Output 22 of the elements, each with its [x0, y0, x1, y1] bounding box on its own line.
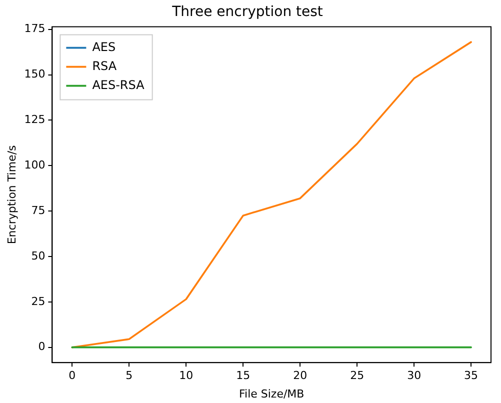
- y-tick-label: 25: [31, 294, 46, 308]
- x-axis-title: File Size/MB: [238, 387, 304, 400]
- x-tick-label: 0: [68, 369, 76, 382]
- x-tick-label: 10: [179, 369, 194, 382]
- y-axis-title: Encryption Time/s: [5, 144, 18, 244]
- y-tick-label: 100: [24, 158, 46, 172]
- legend-label: AES-RSA: [92, 78, 146, 92]
- legend-label: AES: [92, 40, 116, 54]
- y-tick-label: 125: [24, 113, 46, 126]
- chart-title: Three encryption test: [171, 4, 324, 20]
- x-tick-label: 5: [126, 369, 133, 382]
- y-tick-label: 50: [31, 249, 46, 262]
- x-tick-label: 30: [407, 369, 422, 382]
- legend-label: RSA: [92, 58, 118, 73]
- y-tick-label: 0: [38, 340, 46, 354]
- x-tick-label: 15: [236, 369, 250, 382]
- y-tick-label: 75: [31, 204, 46, 217]
- x-tick-label: 35: [464, 369, 478, 382]
- y-tick-label: 175: [24, 22, 46, 36]
- x-tick-label: 20: [293, 369, 308, 382]
- y-tick-label: 150: [24, 68, 46, 81]
- x-tick-label: 25: [350, 369, 364, 382]
